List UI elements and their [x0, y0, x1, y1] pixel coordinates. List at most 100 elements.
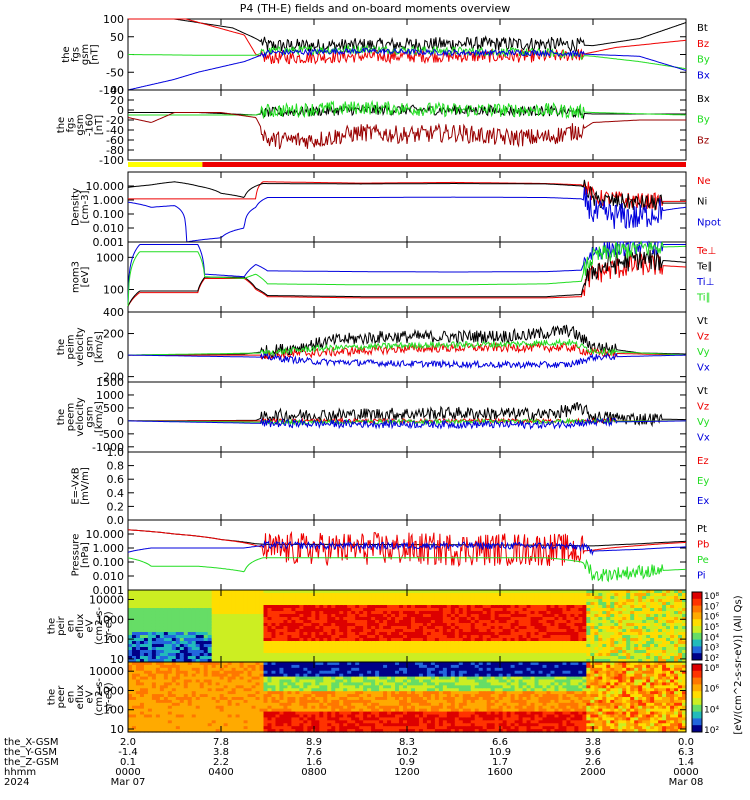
- heatmap-cell: [418, 638, 424, 642]
- heatmap-cell: [351, 653, 356, 657]
- heatmap-cell: [642, 593, 647, 597]
- heatmap-cell: [175, 705, 181, 710]
- heatmap-cell: [271, 650, 277, 654]
- heatmap-cell: [227, 697, 233, 701]
- heatmap-cell: [223, 714, 229, 719]
- heatmap-cell: [418, 629, 424, 633]
- heatmap-cell: [275, 656, 281, 660]
- series-Ne-line: [128, 181, 686, 210]
- heatmap-cell: [594, 608, 599, 612]
- heatmap-cell: [155, 602, 161, 606]
- heatmap-cell: [239, 617, 245, 621]
- heatmap-cell: [594, 629, 599, 633]
- heatmap-cell: [319, 629, 324, 633]
- heatmap-cell: [203, 682, 209, 686]
- heatmap-cell: [355, 590, 360, 594]
- heatmap-cell: [271, 644, 277, 648]
- heatmap-cell: [395, 653, 400, 657]
- heatmap-cell: [606, 635, 611, 639]
- heatmap-cell: [267, 632, 273, 636]
- heatmap-cell: [263, 697, 269, 701]
- heatmap-cell: [331, 688, 336, 692]
- heatmap-cell: [343, 662, 348, 666]
- heatmap-cell: [335, 685, 340, 689]
- heatmap-cell: [458, 593, 464, 597]
- heatmap-cell: [227, 705, 233, 710]
- heatmap-cell: [462, 650, 468, 654]
- heatmap-cell: [231, 702, 237, 707]
- heatmap-cell: [351, 723, 356, 727]
- heatmap-cell: [347, 673, 352, 678]
- heatmap-cell: [343, 602, 348, 606]
- heatmap-cell: [618, 647, 623, 651]
- heatmap-cell: [650, 629, 655, 633]
- heatmap-cell: [259, 602, 265, 606]
- heatmap-cell: [291, 697, 296, 701]
- heatmap-cell: [602, 626, 607, 630]
- heatmap-cell: [339, 705, 344, 710]
- heatmap-cell: [538, 605, 544, 609]
- heatmap-cell: [243, 682, 249, 686]
- heatmap-cell: [207, 644, 213, 648]
- heatmap-cell: [626, 605, 631, 609]
- heatmap-cell: [259, 611, 265, 615]
- heatmap-cell: [674, 590, 679, 594]
- heatmap-cell: [231, 720, 237, 724]
- heatmap-cell: [638, 617, 643, 621]
- heatmap-cell: [335, 638, 340, 642]
- heatmap-cell: [271, 632, 277, 636]
- heatmap-cell: [638, 656, 643, 660]
- heatmap-cell: [387, 626, 392, 630]
- heatmap-cell: [343, 688, 348, 692]
- heatmap-cell: [267, 694, 273, 698]
- heatmap-cell: [211, 614, 217, 618]
- heatmap-cell: [347, 656, 352, 660]
- heatmap-cell: [199, 688, 205, 692]
- heatmap-cell: [407, 593, 412, 597]
- heatmap-cell: [323, 662, 328, 666]
- heatmap-cell: [566, 641, 572, 645]
- heatmap-cell: [355, 682, 360, 686]
- heatmap-cell: [315, 620, 320, 624]
- heatmap-cell: [514, 608, 520, 612]
- heatmap-cell: [259, 711, 265, 716]
- heatmap-cell: [267, 702, 273, 707]
- heatmap-cell: [542, 617, 548, 621]
- heatmap-cell: [303, 676, 308, 681]
- heatmap-cell: [582, 599, 587, 603]
- heatmap-cell: [171, 614, 177, 618]
- heatmap-cell: [263, 590, 269, 594]
- heatmap-cell: [251, 656, 257, 660]
- heatmap-cell: [311, 688, 316, 692]
- y-axis-label-line: E=-VxB: [70, 467, 81, 504]
- heatmap-cell: [470, 602, 476, 606]
- heatmap-cell: [638, 650, 643, 654]
- heatmap-cell: [271, 641, 277, 645]
- heatmap-cell: [558, 617, 564, 621]
- heatmap-cell: [279, 726, 285, 730]
- heatmap-cell: [319, 635, 324, 639]
- heatmap-cell: [391, 647, 396, 651]
- heatmap-cell: [159, 650, 165, 654]
- heatmap-cell: [395, 623, 400, 627]
- heatmap-cell: [403, 635, 408, 639]
- heatmap-cell: [263, 599, 269, 603]
- heatmap-cell: [175, 714, 181, 719]
- heatmap-cell: [650, 590, 655, 594]
- heatmap-cell: [662, 608, 667, 612]
- heatmap-cell: [139, 699, 145, 704]
- heatmap-cell: [422, 620, 428, 624]
- heatmap-cell: [147, 673, 153, 678]
- heatmap-cell: [610, 641, 615, 645]
- heatmap-cell: [183, 647, 189, 651]
- heatmap-cell: [299, 590, 304, 594]
- heatmap-cell: [131, 662, 137, 666]
- heatmap-cell: [351, 611, 356, 615]
- heatmap-cell: [494, 644, 500, 648]
- heatmap-cell: [167, 614, 173, 618]
- heatmap-cell: [179, 711, 185, 716]
- heatmap-cell: [315, 605, 320, 609]
- heatmap-cell: [191, 590, 197, 594]
- heatmap-cell: [335, 647, 340, 651]
- heatmap-cell: [379, 593, 384, 597]
